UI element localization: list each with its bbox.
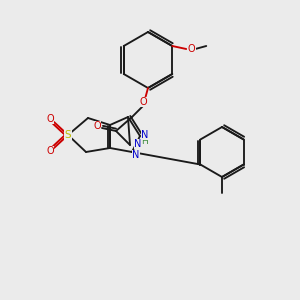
Text: H: H <box>141 137 148 146</box>
Text: O: O <box>139 97 147 107</box>
Text: N: N <box>134 139 141 149</box>
Text: O: O <box>46 114 54 124</box>
Text: O: O <box>93 121 101 131</box>
Text: O: O <box>46 146 54 156</box>
Text: O: O <box>188 44 195 54</box>
Text: N: N <box>141 130 149 140</box>
Text: S: S <box>65 130 71 140</box>
Text: N: N <box>132 150 140 160</box>
